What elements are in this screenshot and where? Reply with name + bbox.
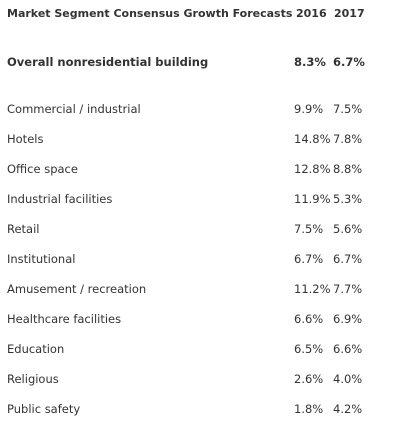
value-2017: 7.7% bbox=[333, 282, 363, 296]
value-2017: 5.6% bbox=[333, 222, 363, 236]
value-2016: 11.2% bbox=[294, 282, 331, 296]
value-2016: 14.8% bbox=[294, 132, 331, 146]
value-2017: 7.8% bbox=[333, 132, 363, 146]
value-2016: 6.5% bbox=[294, 342, 324, 356]
segment-label: Religious bbox=[7, 372, 59, 386]
value-2016: 9.9% bbox=[294, 102, 324, 116]
value-2016: 6.7% bbox=[294, 252, 324, 266]
value-2017: 6.6% bbox=[333, 342, 363, 356]
segment-label: Amusement / recreation bbox=[7, 282, 147, 296]
value-2016: 6.6% bbox=[294, 312, 324, 326]
value-2016: 8.3% bbox=[294, 55, 326, 69]
segment-label: Institutional bbox=[7, 252, 76, 266]
segment-label: Retail bbox=[7, 222, 40, 236]
value-2017: 4.2% bbox=[333, 402, 363, 416]
segment-label: Education bbox=[7, 342, 65, 356]
value-2017: 7.5% bbox=[333, 102, 363, 116]
segment-label: Public safety bbox=[7, 402, 81, 416]
value-2017: 5.3% bbox=[333, 192, 363, 206]
header-title: Market Segment Consensus Growth Forecast… bbox=[7, 7, 293, 20]
value-2017: 4.0% bbox=[333, 372, 363, 386]
segment-label: Commercial / industrial bbox=[7, 102, 141, 116]
value-2016: 12.8% bbox=[294, 162, 331, 176]
header-year: 2016 bbox=[296, 7, 327, 20]
value-2017: 8.8% bbox=[333, 162, 363, 176]
segment-label: Industrial facilities bbox=[7, 192, 113, 206]
value-2016: 11.9% bbox=[294, 192, 331, 206]
segment-label: Overall nonresidential building bbox=[7, 55, 209, 69]
segment-label: Hotels bbox=[7, 132, 44, 146]
header-year: 2017 bbox=[334, 7, 365, 20]
value-2017: 6.7% bbox=[333, 55, 365, 69]
value-2017: 6.7% bbox=[333, 252, 363, 266]
value-2016: 7.5% bbox=[294, 222, 324, 236]
value-2017: 6.9% bbox=[333, 312, 363, 326]
segment-label: Healthcare facilities bbox=[7, 312, 122, 326]
value-2016: 2.6% bbox=[294, 372, 324, 386]
segment-label: Office space bbox=[7, 162, 78, 176]
value-2016: 1.8% bbox=[294, 402, 324, 416]
